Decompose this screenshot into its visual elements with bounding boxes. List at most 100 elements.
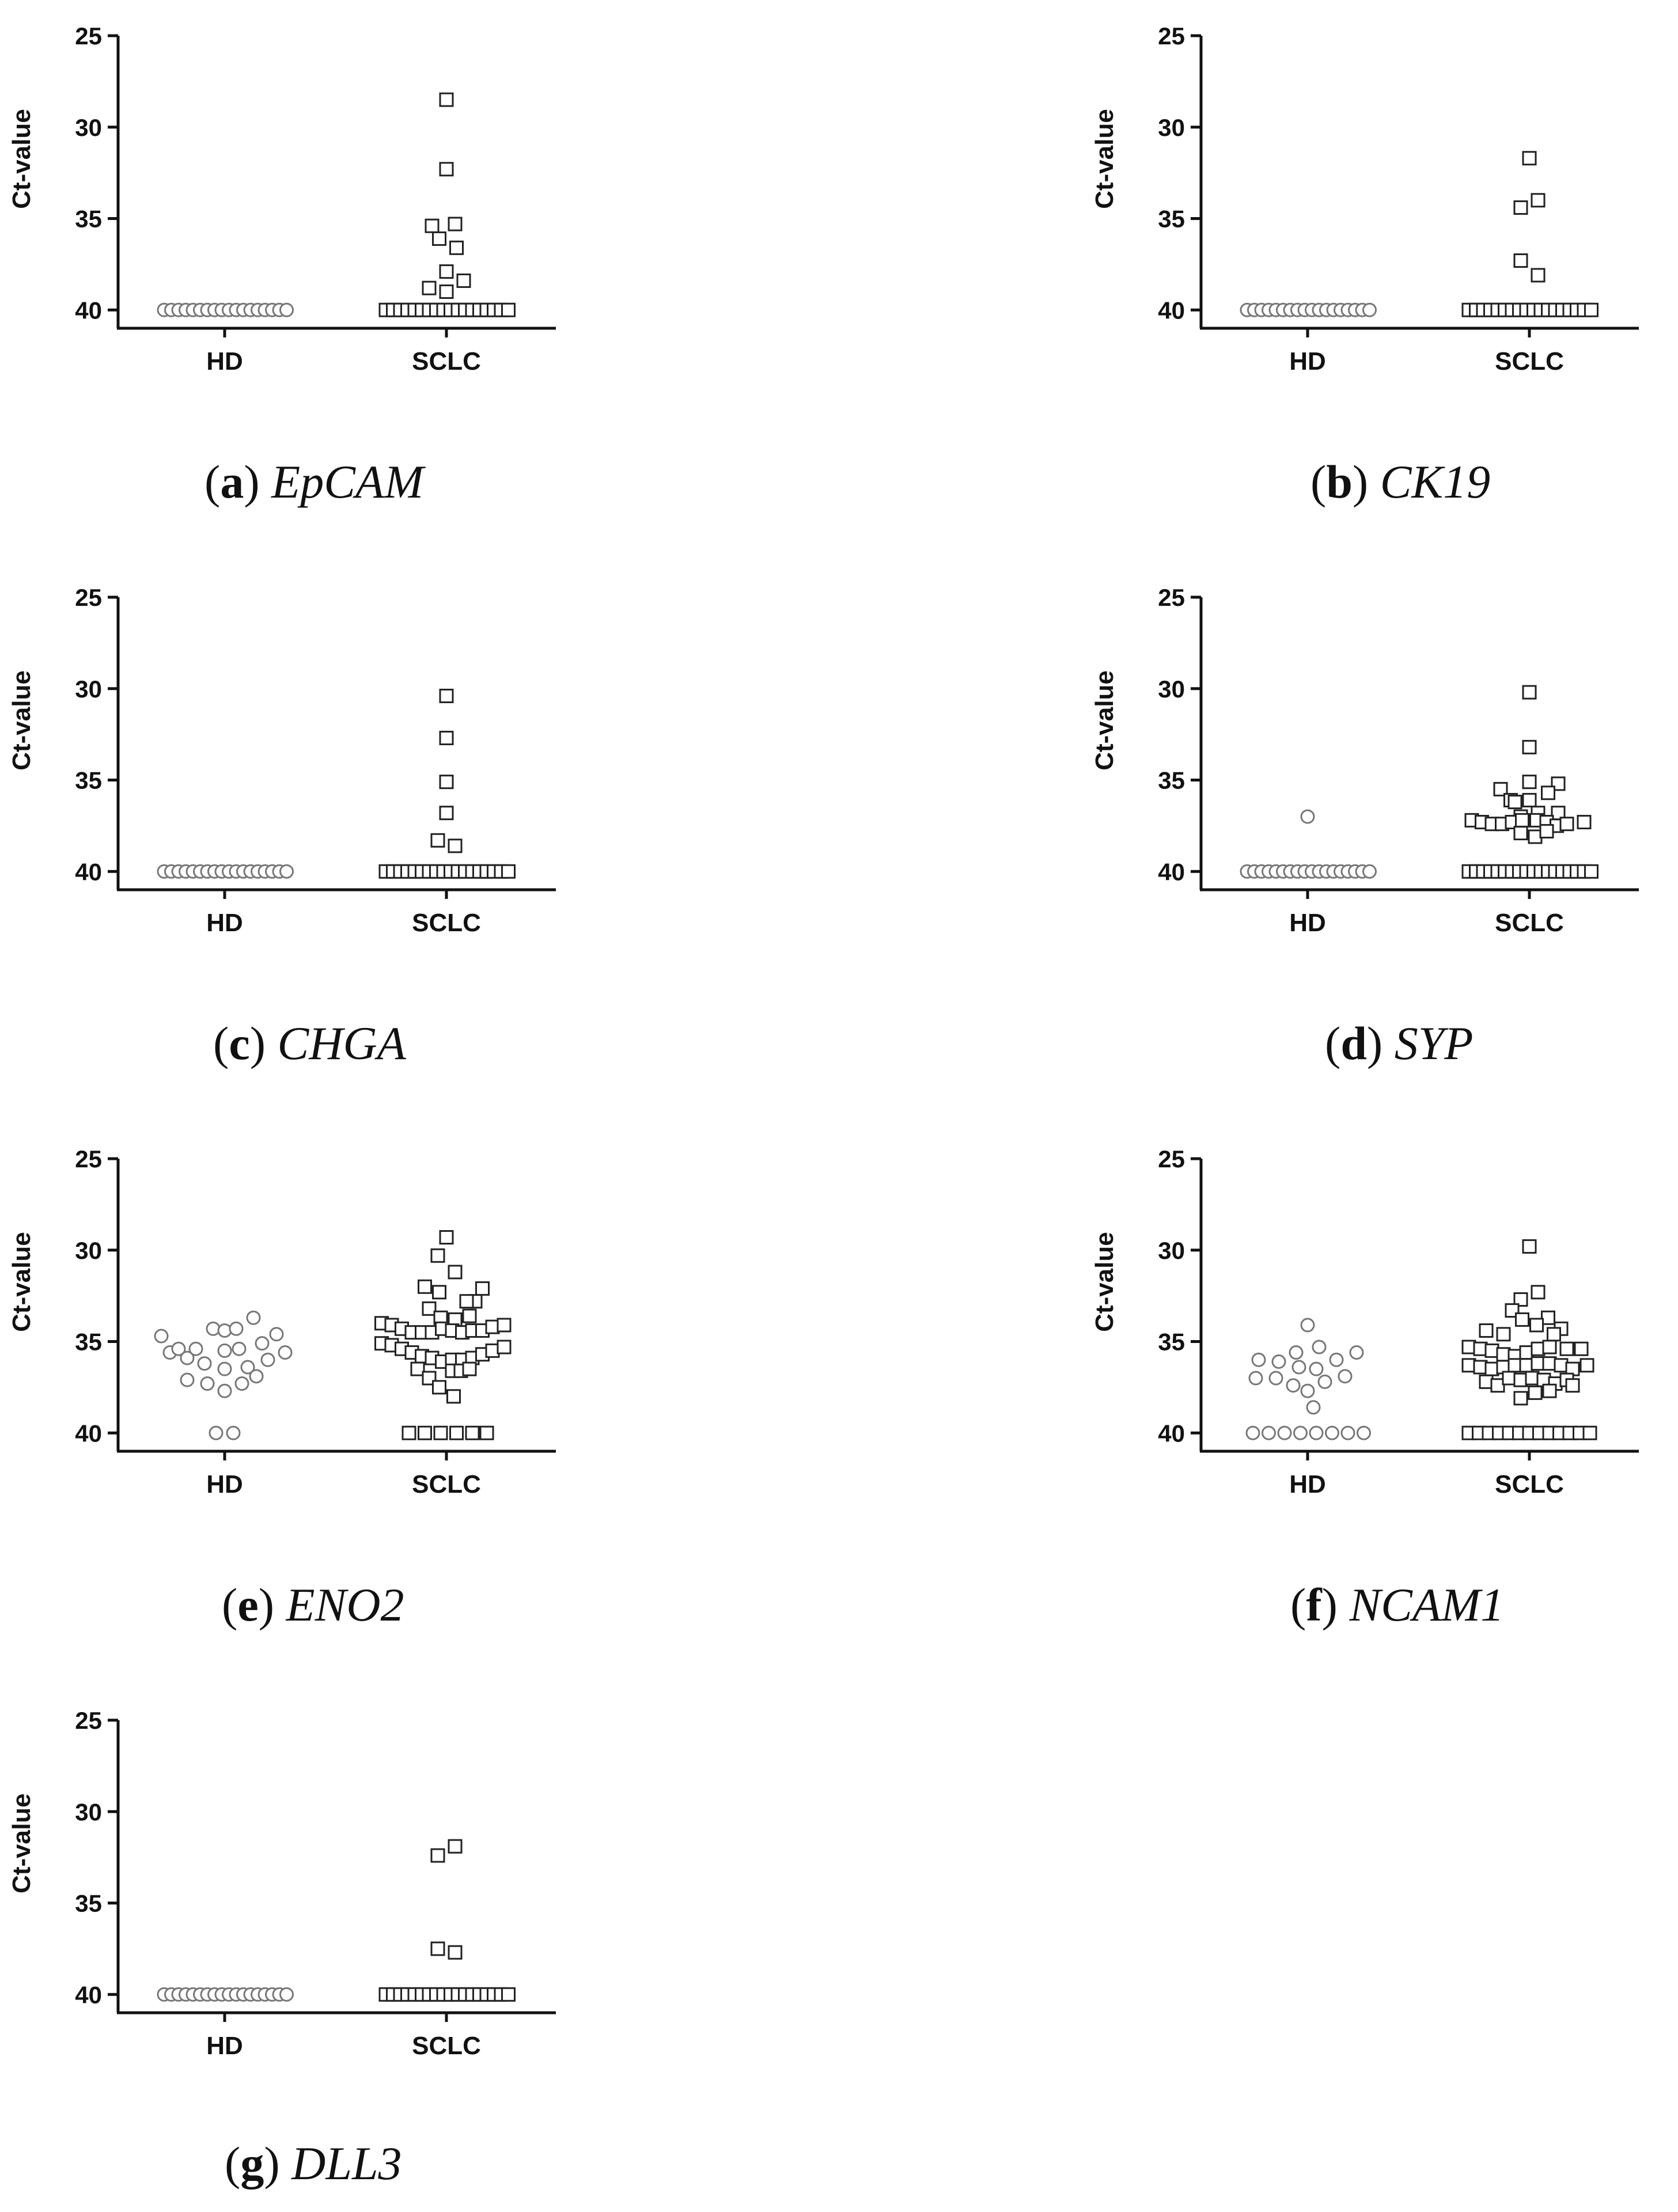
caption-a: (a) EpCAM	[204, 456, 424, 508]
sclc-point	[1529, 1318, 1544, 1333]
caption-d: (d) SYP	[1325, 1017, 1474, 1069]
y-axis-label: Ct-value	[1090, 670, 1119, 771]
hd-point	[1268, 1371, 1283, 1386]
y-tick-label: 30	[75, 676, 102, 703]
x-tick-label: SCLC	[412, 909, 481, 937]
hd-point	[1271, 1354, 1286, 1369]
sclc-point	[430, 1848, 445, 1863]
hd-point	[1251, 1352, 1266, 1367]
sclc-point	[1515, 1312, 1529, 1327]
caption-b: (b) CK19	[1310, 456, 1491, 508]
chart-panel-b: 25 30 35 40 Ct-value HD SCLC	[1083, 12, 1678, 403]
y-axis-label: Ct-value	[7, 109, 36, 209]
hd-point	[1362, 864, 1377, 879]
sclc-point	[1582, 1425, 1597, 1440]
hd-point	[154, 1329, 169, 1344]
sclc-point	[422, 1301, 437, 1316]
y-tick-label: 40	[75, 1420, 102, 1447]
y-tick-label: 35	[1158, 206, 1185, 233]
hd-point	[1312, 1340, 1327, 1354]
y-tick-label: 30	[1158, 1237, 1185, 1264]
hd-point	[260, 1352, 275, 1367]
sclc-point	[430, 833, 445, 848]
hd-point	[240, 1360, 255, 1375]
sclc-point	[501, 864, 516, 879]
y-tick-label: 30	[75, 1799, 102, 1826]
chart-panel-d: 25 30 35 40 Ct-value HD SCLC	[1083, 573, 1676, 965]
chart-panel-a: 25 30 35 40 Ct-value HD SCLC	[0, 12, 611, 403]
x-tick-label: SCLC	[412, 2032, 481, 2060]
sclc-point	[459, 1294, 474, 1309]
hd-point	[229, 1321, 244, 1336]
sclc-point	[448, 1265, 463, 1280]
x-tick-label: HD	[206, 909, 243, 937]
sclc-point	[501, 1987, 516, 2002]
hd-point	[269, 1327, 284, 1342]
chart-panel-e: 25 30 35 40 Ct-value HD SCLC	[0, 1135, 611, 1526]
sclc-point	[1522, 685, 1537, 700]
y-tick-label: 30	[75, 1237, 102, 1264]
sclc-point	[1584, 302, 1599, 317]
sclc-point	[1490, 1378, 1505, 1393]
sclc-point	[433, 1425, 448, 1440]
hd-point	[1349, 1345, 1364, 1360]
sclc-point	[439, 162, 454, 177]
sclc-point	[1541, 1310, 1555, 1325]
hd-point	[200, 1376, 215, 1391]
hd-point	[279, 1987, 294, 2002]
hd-point	[180, 1350, 195, 1365]
sclc-point	[439, 1230, 454, 1245]
y-tick-label: 25	[1158, 1145, 1185, 1173]
x-tick-label: HD	[1289, 347, 1326, 375]
y-tick-label: 30	[1158, 114, 1185, 141]
hd-point	[209, 1425, 224, 1440]
x-tick-label: SCLC	[1495, 347, 1564, 375]
caption-c: (c) CHGA	[213, 1017, 406, 1069]
hd-point	[1291, 1360, 1306, 1375]
sclc-point	[479, 1425, 494, 1440]
sclc-point	[1579, 1358, 1594, 1373]
sclc-point	[448, 1945, 463, 1960]
hd-point	[249, 1369, 264, 1384]
x-tick-label: HD	[1289, 1470, 1326, 1498]
caption-g: (g) DLL3	[225, 2137, 402, 2190]
sclc-point	[1542, 1340, 1557, 1354]
hd-point	[217, 1361, 232, 1376]
sclc-point	[418, 1425, 432, 1440]
sclc-point	[401, 1425, 416, 1440]
y-axis-label: Ct-value	[1090, 1232, 1119, 1332]
sclc-point	[1515, 813, 1529, 828]
sclc-point	[1522, 792, 1537, 807]
sclc-point	[446, 1389, 461, 1404]
x-tick-label: HD	[206, 1470, 243, 1498]
sclc-point	[439, 92, 454, 107]
sclc-point	[448, 217, 463, 232]
y-axis-label: Ct-value	[7, 1232, 36, 1332]
sclc-point	[497, 1340, 512, 1354]
hd-point	[246, 1310, 261, 1325]
hd-point	[1357, 1425, 1371, 1440]
chart-b: 25 30 35 40 Ct-value HD SCLC	[1090, 22, 1639, 375]
y-tick-label: 35	[75, 767, 102, 794]
y-axis-label: Ct-value	[7, 670, 36, 771]
hd-point	[217, 1343, 232, 1358]
sclc-point	[1539, 824, 1554, 838]
chart-panel-g: 25 30 35 40 Ct-value HD SCLC	[0, 1696, 611, 2088]
hd-point	[234, 1376, 249, 1391]
chart-e: 25 30 35 40 Ct-value HD SCLC	[7, 1145, 556, 1498]
hd-point	[1338, 1369, 1353, 1384]
x-tick-label: SCLC	[1495, 909, 1564, 937]
hd-point	[1325, 1425, 1339, 1440]
sclc-point	[1584, 864, 1599, 879]
sclc-point	[1522, 151, 1537, 166]
chart-c: 25 30 35 40 Ct-value HD SCLC	[7, 584, 556, 937]
sclc-point	[456, 273, 471, 288]
hd-point	[1329, 1352, 1344, 1367]
sclc-point	[1547, 1327, 1561, 1342]
chart-panel-c: 25 30 35 40 Ct-value HD SCLC	[0, 573, 611, 965]
sclc-point	[462, 1308, 477, 1323]
sclc-point	[439, 688, 454, 703]
hd-point	[1309, 1361, 1324, 1376]
y-axis-label: Ct-value	[1090, 109, 1119, 209]
sclc-point	[432, 1380, 446, 1395]
